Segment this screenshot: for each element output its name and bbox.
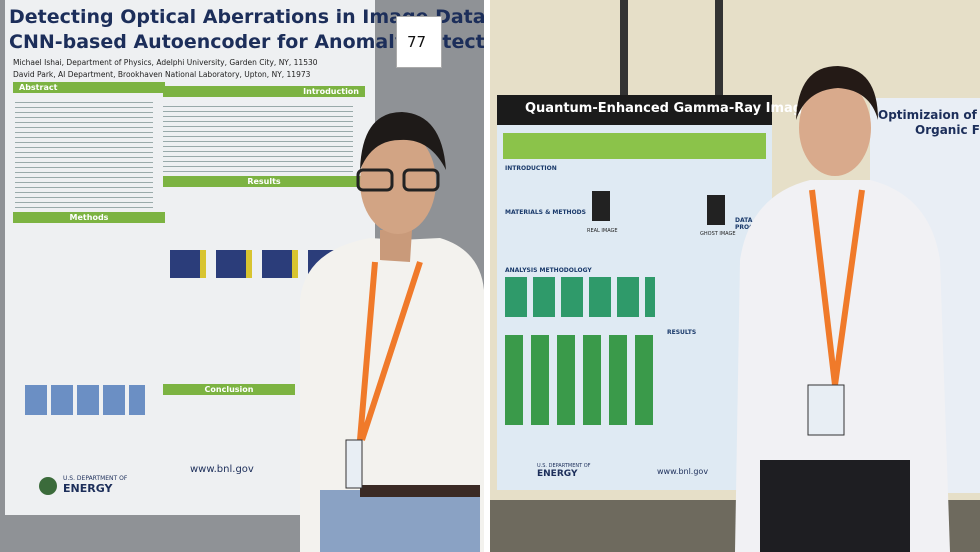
easel-pole xyxy=(715,0,723,100)
diagram-label: GHOST IMAGE xyxy=(700,231,736,237)
number-card: 77 xyxy=(396,16,442,68)
abstract-band xyxy=(503,133,766,159)
poster: Detecting Optical Aberrations in Image D… xyxy=(5,0,484,515)
left-photo: Detecting Optical Aberrations in Image D… xyxy=(0,0,484,552)
person xyxy=(300,112,484,552)
poster-number: 77 xyxy=(407,33,427,51)
module xyxy=(592,191,610,221)
module xyxy=(707,195,725,225)
figure xyxy=(505,335,655,425)
section-header: ANALYSIS METHODOLOGY xyxy=(505,267,592,274)
author: David Park, AI Department, Brookhaven Na… xyxy=(13,70,311,79)
easel-pole xyxy=(620,0,628,100)
glasses xyxy=(356,168,394,192)
section-header: Abstract xyxy=(13,82,165,93)
face xyxy=(799,80,871,176)
hair xyxy=(796,66,878,120)
author: Michael Ishai, Department of Physics, Ad… xyxy=(13,58,318,67)
trousers xyxy=(320,490,480,552)
section-header: INTRODUCTION xyxy=(505,165,557,172)
footer-org: U.S. DEPARTMENT OF xyxy=(63,475,128,482)
footer-url: www.bnl.gov xyxy=(657,467,709,476)
title-bar xyxy=(497,95,772,125)
section-header: Introduction xyxy=(163,86,365,97)
footer-url: www.bnl.gov xyxy=(190,464,254,475)
section-header: MATERIALS & METHODS xyxy=(505,209,586,216)
footer-org: ENERGY xyxy=(63,482,113,495)
text-block xyxy=(163,102,353,172)
hair xyxy=(360,112,446,170)
section-header: Conclusion xyxy=(163,384,295,395)
footer-org: U.S. DEPARTMENT OF xyxy=(537,463,591,469)
badge xyxy=(345,439,363,489)
glasses xyxy=(402,168,440,192)
belt xyxy=(360,485,480,497)
section-header: Results xyxy=(163,176,365,187)
diagram-label: REAL IMAGE xyxy=(587,228,618,234)
section-header: RESULTS xyxy=(667,329,697,336)
footer-org: ENERGY xyxy=(537,469,578,479)
poster-title: Detecting Optical Aberrations in Image D… xyxy=(9,6,484,28)
badge xyxy=(807,384,845,436)
doe-logo xyxy=(39,477,57,495)
poster-title: CNN-based Autoencoder for Anomaly Detect… xyxy=(9,31,484,53)
trousers xyxy=(760,460,910,552)
face xyxy=(360,130,436,234)
side-poster-title: Optimizaion of Two xyxy=(878,108,980,122)
text-block xyxy=(15,98,153,208)
person xyxy=(735,66,950,552)
figure xyxy=(505,277,655,317)
poster: Quantum-Enhanced Gamma-Ray Imaging INTRO… xyxy=(497,95,825,490)
side-poster-title: Organic F xyxy=(915,123,980,137)
neck xyxy=(380,230,412,262)
poster-title: Quantum-Enhanced Gamma-Ray Imaging xyxy=(525,101,826,116)
figure xyxy=(25,385,145,415)
lanyard xyxy=(357,261,423,441)
section-header: Methods xyxy=(13,212,165,223)
right-photo: Quantum-Enhanced Gamma-Ray Imaging INTRO… xyxy=(490,0,980,552)
shirt xyxy=(735,180,950,552)
